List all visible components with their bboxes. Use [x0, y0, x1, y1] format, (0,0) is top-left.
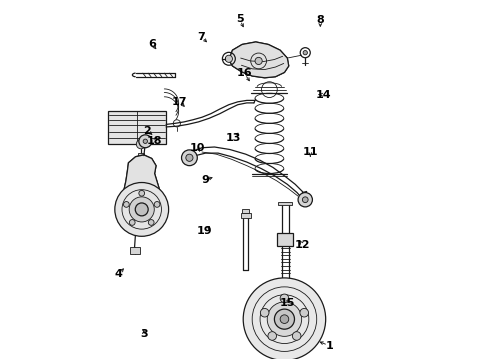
Polygon shape: [124, 155, 160, 234]
Circle shape: [260, 309, 269, 317]
Text: 18: 18: [147, 136, 162, 146]
Bar: [129, 247, 140, 253]
Text: 6: 6: [148, 39, 156, 49]
Text: 8: 8: [317, 15, 324, 26]
Circle shape: [181, 150, 197, 166]
Polygon shape: [229, 42, 289, 78]
Circle shape: [139, 135, 152, 148]
Text: 2: 2: [144, 126, 151, 135]
Text: 12: 12: [294, 239, 310, 249]
Circle shape: [280, 315, 289, 323]
Text: 10: 10: [190, 143, 205, 153]
Circle shape: [148, 220, 154, 225]
Circle shape: [298, 193, 313, 207]
Text: 16: 16: [237, 68, 252, 78]
Text: 13: 13: [226, 133, 241, 143]
Circle shape: [267, 302, 302, 336]
Circle shape: [302, 197, 308, 203]
Text: 11: 11: [302, 147, 318, 157]
Circle shape: [225, 55, 232, 62]
Text: 1: 1: [325, 341, 333, 351]
Text: 19: 19: [197, 226, 213, 236]
Text: 3: 3: [140, 329, 147, 339]
Circle shape: [243, 278, 326, 360]
Circle shape: [136, 139, 146, 149]
Bar: [108, 111, 166, 144]
Circle shape: [186, 154, 193, 161]
Circle shape: [274, 309, 294, 329]
Text: 4: 4: [115, 269, 122, 279]
Circle shape: [129, 220, 135, 225]
Circle shape: [303, 50, 307, 55]
Circle shape: [280, 294, 289, 303]
Text: 7: 7: [197, 32, 205, 41]
Bar: [242, 209, 249, 213]
Circle shape: [154, 202, 160, 207]
Circle shape: [115, 183, 169, 236]
Circle shape: [123, 202, 129, 207]
Circle shape: [129, 197, 154, 222]
Bar: [241, 213, 251, 218]
Text: 14: 14: [316, 90, 331, 100]
Text: 15: 15: [280, 298, 295, 308]
Circle shape: [143, 139, 147, 143]
Circle shape: [300, 309, 309, 317]
Bar: [139, 153, 144, 156]
Text: 9: 9: [201, 175, 209, 185]
Circle shape: [293, 332, 301, 340]
Text: 5: 5: [236, 14, 244, 24]
Text: 17: 17: [172, 97, 188, 107]
Circle shape: [139, 190, 145, 196]
Circle shape: [135, 203, 148, 216]
Bar: [278, 202, 293, 205]
Circle shape: [268, 332, 276, 340]
Bar: [277, 233, 293, 246]
Circle shape: [255, 57, 262, 64]
